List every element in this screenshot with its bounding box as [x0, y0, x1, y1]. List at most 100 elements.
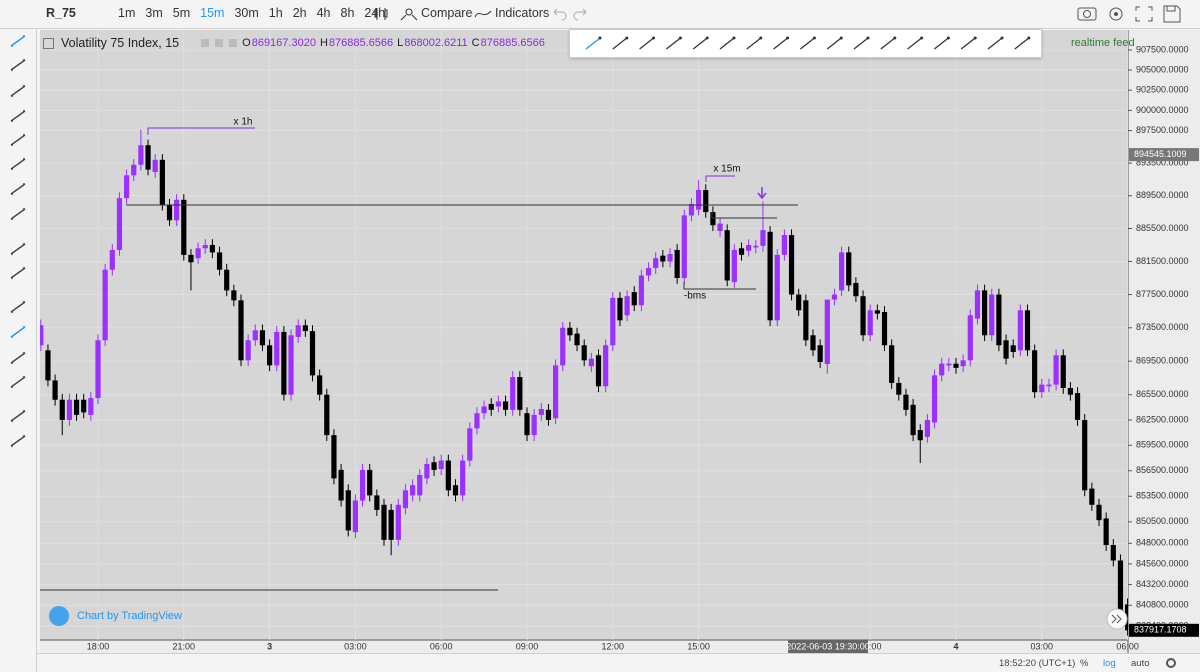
candle-body [903, 394, 909, 410]
tool-icon[interactable] [960, 37, 976, 50]
ohlc-value: 868002.6211 [404, 37, 468, 49]
compare-icon[interactable] [400, 6, 418, 22]
interval-button[interactable]: 30m [234, 6, 259, 20]
candle-body [324, 394, 330, 436]
top-right-icons[interactable] [1076, 3, 1196, 25]
candle-body [188, 254, 194, 263]
tool-icon[interactable] [10, 59, 26, 71]
tool-icon[interactable] [692, 37, 708, 50]
settings-icon[interactable] [1165, 657, 1177, 669]
tool-icon[interactable] [719, 37, 735, 50]
candle-body [896, 382, 902, 395]
tool-icon[interactable] [10, 35, 26, 47]
candle-body [603, 345, 609, 387]
arrow-marker [757, 187, 767, 200]
legend-icon[interactable] [215, 39, 224, 47]
tool-icon[interactable] [10, 243, 26, 255]
tool-icon[interactable] [933, 37, 949, 50]
collapse-toggle[interactable] [43, 37, 54, 49]
tool-icon[interactable] [10, 376, 26, 388]
x-tick-label: 4 [953, 641, 958, 651]
annotation: x 1h [234, 117, 253, 128]
log-toggle[interactable]: log [1103, 658, 1116, 669]
candle-body [774, 254, 780, 321]
undo-redo[interactable] [550, 6, 590, 22]
candle-body [259, 330, 266, 346]
candle-body [131, 164, 137, 176]
interval-button[interactable]: 3m [145, 6, 163, 20]
x-tick-label: 18:00 [87, 641, 110, 651]
tool-icon[interactable] [612, 37, 628, 50]
tool-icon[interactable] [880, 37, 896, 50]
tool-icon[interactable] [853, 37, 869, 50]
scroll-button[interactable] [1106, 608, 1128, 630]
interval-button[interactable]: 15m [200, 6, 225, 20]
candle-body [166, 204, 173, 221]
tool-icon[interactable] [10, 134, 26, 146]
candle-body [553, 365, 559, 419]
tool-icon[interactable] [773, 37, 789, 50]
auto-toggle[interactable]: auto [1131, 658, 1150, 669]
candle-body [853, 282, 859, 297]
candle-body [924, 419, 930, 437]
candle-body [574, 333, 580, 346]
tool-icon[interactable] [639, 37, 655, 50]
y-tick-label: 862500.0000 [1136, 414, 1189, 424]
tool-icon[interactable] [10, 267, 26, 279]
interval-button[interactable]: 2h [292, 6, 307, 20]
candle-body [338, 469, 344, 501]
candle-body [560, 327, 566, 366]
tool-icon[interactable] [585, 37, 601, 50]
tool-icon[interactable] [10, 208, 26, 220]
candle-body [1060, 355, 1066, 388]
candle-type-icon[interactable] [374, 6, 390, 22]
ohlc-values: O 869167.3020 H 876885.6566 L 868002.6211 C 876… [239, 37, 545, 49]
compare-button[interactable]: Compare [421, 6, 473, 20]
tool-icon-dot [839, 36, 843, 40]
interval-button[interactable]: 1h [268, 6, 283, 20]
tool-icon[interactable] [10, 158, 26, 170]
tool-icon[interactable] [10, 352, 26, 364]
interval-button[interactable]: 4h [316, 6, 331, 20]
legend-icon[interactable] [201, 39, 210, 47]
tool-icon[interactable] [10, 301, 26, 313]
watermark[interactable]: Chart by TradingView [49, 606, 182, 626]
indicators-button[interactable]: Indicators [495, 6, 550, 20]
bottom-bar: 18:52:20 (UTC+1) % log auto [37, 653, 1200, 672]
tool-icon-dot [652, 36, 656, 40]
y-tick-label: 853500.0000 [1136, 491, 1189, 501]
percent-toggle[interactable]: % [1080, 658, 1089, 669]
ohlc-value: 876885.6566 [328, 37, 394, 49]
interval-button[interactable]: 5m [172, 6, 191, 20]
tool-icon[interactable] [746, 37, 762, 50]
candle-body [1110, 545, 1116, 561]
candle-body [760, 230, 766, 246]
tool-icon[interactable] [10, 85, 26, 97]
candle-body [617, 297, 623, 321]
tool-icon[interactable] [799, 37, 815, 50]
tool-icon[interactable] [826, 37, 842, 50]
tool-icon[interactable] [10, 410, 26, 422]
candle-body [681, 215, 687, 278]
tool-icon[interactable] [10, 183, 26, 195]
tool-icon[interactable] [10, 110, 26, 122]
scroll-right[interactable] [1106, 608, 1128, 630]
tool-icon[interactable] [10, 326, 26, 338]
symbol[interactable]: R_75 [46, 6, 76, 20]
legend: Volatility 75 Index, 15 O 869167.3020 H 876… [43, 36, 545, 50]
interval-button[interactable]: 1m [118, 6, 136, 20]
interval-button[interactable]: 8h [340, 6, 355, 20]
tool-icon[interactable] [1014, 37, 1030, 50]
tool-icon[interactable] [907, 37, 923, 50]
candle-body [1032, 350, 1038, 393]
y-tick-label: 869500.0000 [1136, 356, 1189, 366]
tool-icon[interactable] [987, 37, 1003, 50]
tool-icon-dot [732, 36, 736, 40]
legend-icon[interactable] [229, 39, 238, 47]
indicators-icon[interactable] [474, 6, 492, 22]
candle-body [753, 245, 759, 248]
candle-body [717, 223, 723, 231]
tool-icon[interactable] [665, 37, 681, 50]
tool-icon[interactable] [10, 435, 26, 447]
price-axis [1128, 30, 1200, 653]
